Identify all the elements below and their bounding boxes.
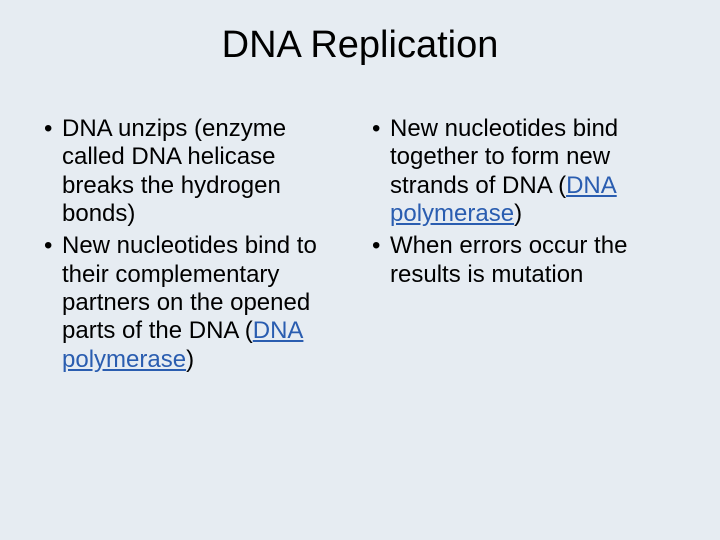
list-item: New nucleotides bind to their complement… — [40, 232, 352, 374]
right-column: New nucleotides bind together to form ne… — [368, 115, 680, 378]
list-item: When errors occur the results is mutatio… — [368, 232, 680, 289]
list-item: New nucleotides bind together to form ne… — [368, 115, 680, 228]
bullet-text: ) — [186, 346, 194, 373]
slide: DNA Replication DNA unzips (enzyme calle… — [0, 0, 720, 540]
bullet-text: ) — [514, 200, 522, 227]
slide-title: DNA Replication — [40, 24, 680, 67]
right-bullet-list: New nucleotides bind together to form ne… — [368, 115, 680, 289]
left-column: DNA unzips (enzyme called DNA helicase b… — [40, 115, 352, 378]
bullet-text: DNA unzips (enzyme called DNA helicase b… — [62, 115, 286, 227]
list-item: DNA unzips (enzyme called DNA helicase b… — [40, 115, 352, 228]
left-bullet-list: DNA unzips (enzyme called DNA helicase b… — [40, 115, 352, 374]
bullet-text: When errors occur the results is mutatio… — [390, 232, 627, 287]
content-columns: DNA unzips (enzyme called DNA helicase b… — [40, 115, 680, 378]
